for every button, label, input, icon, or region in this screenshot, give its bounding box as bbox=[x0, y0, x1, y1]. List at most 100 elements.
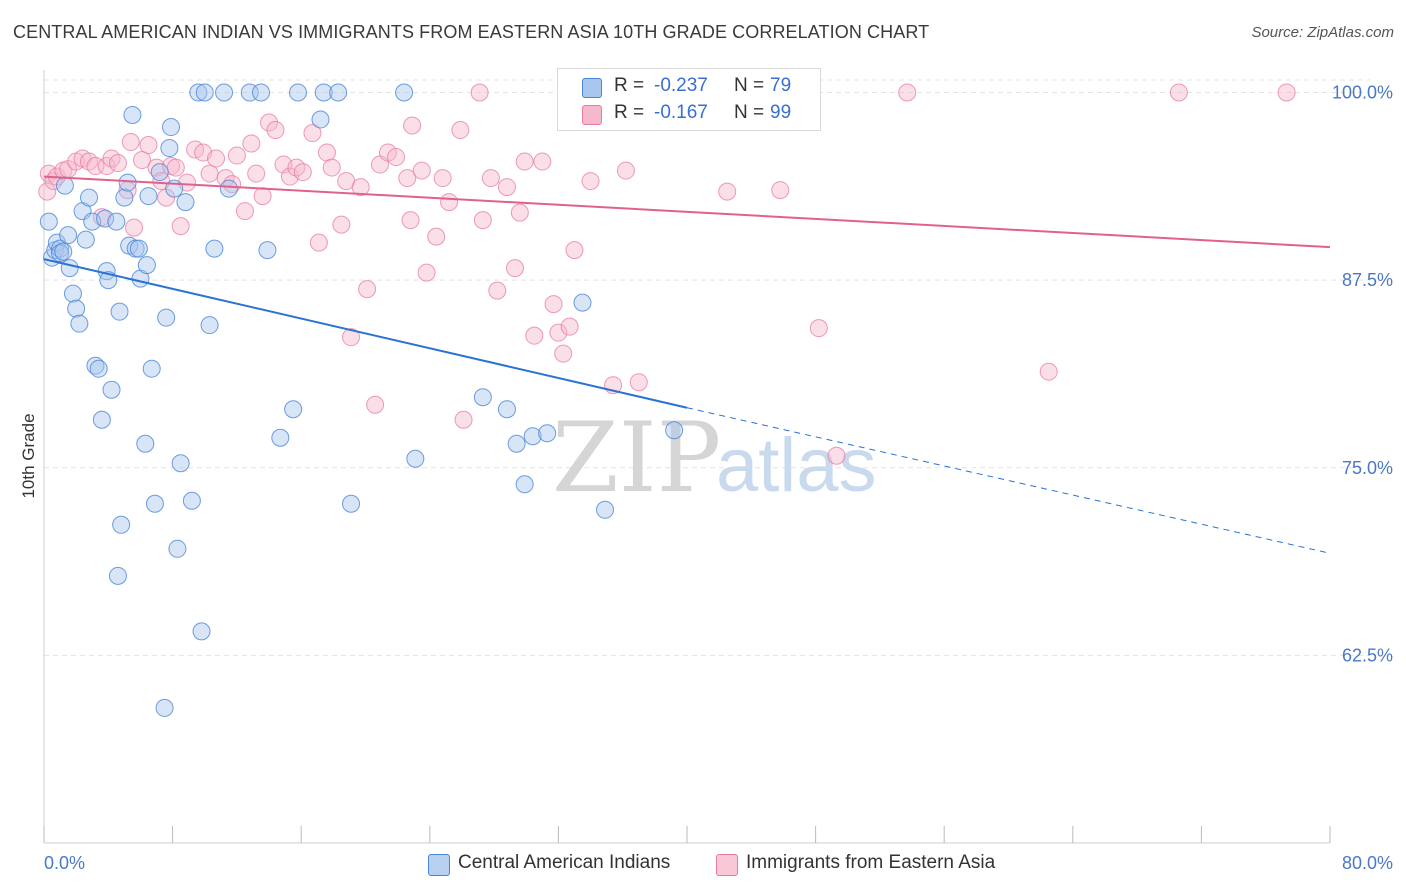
data-point-pink bbox=[809, 319, 828, 338]
y-tick-label: 75.0% bbox=[1342, 458, 1393, 478]
data-point-pink bbox=[317, 143, 336, 162]
tick-labels: 62.5% 75.0% 87.5% 100.0% 0.0% 80.0% bbox=[44, 83, 1393, 873]
data-point-blue bbox=[160, 139, 179, 158]
data-point-blue bbox=[205, 239, 224, 258]
data-point-blue bbox=[142, 359, 161, 378]
data-point-pink bbox=[260, 113, 279, 132]
data-point-blue bbox=[110, 302, 129, 321]
data-point-pink bbox=[92, 208, 111, 227]
data-point-blue bbox=[155, 698, 174, 717]
data-point-blue bbox=[342, 494, 361, 513]
data-point-pink bbox=[366, 395, 385, 414]
data-point-pink bbox=[108, 154, 127, 173]
data-point-blue bbox=[515, 475, 534, 494]
legend-n-label: N = bbox=[734, 102, 765, 123]
data-point-blue bbox=[118, 173, 137, 192]
data-point-pink bbox=[139, 136, 158, 155]
data-point-blue bbox=[123, 106, 142, 125]
data-point-blue bbox=[108, 566, 127, 585]
x-tick-label-max: 80.0% bbox=[1342, 853, 1393, 873]
data-point-pink bbox=[510, 203, 529, 222]
data-point-pink bbox=[227, 146, 246, 165]
data-point-blue bbox=[60, 259, 79, 278]
data-point-blue bbox=[168, 539, 187, 558]
data-point-blue bbox=[200, 316, 219, 335]
y-tick-label: 62.5% bbox=[1342, 645, 1393, 665]
data-point-blue bbox=[96, 209, 115, 228]
data-point-pink bbox=[718, 182, 737, 201]
data-point-blue bbox=[139, 187, 158, 206]
data-point-pink bbox=[342, 328, 361, 347]
trend-line-blue bbox=[43, 258, 688, 409]
data-point-blue bbox=[523, 427, 542, 446]
legend-n-value: 99 bbox=[770, 102, 792, 123]
data-point-pink bbox=[549, 323, 568, 342]
data-point-blue bbox=[55, 176, 74, 195]
data-point-pink bbox=[560, 317, 579, 336]
data-point-blue bbox=[80, 188, 99, 207]
legend-label: Central American Indians bbox=[458, 852, 671, 873]
data-point-pink bbox=[401, 211, 420, 230]
data-point-blue bbox=[189, 83, 208, 102]
data-point-blue bbox=[63, 284, 82, 303]
gridlines bbox=[44, 79, 1370, 656]
data-point-pink bbox=[293, 163, 312, 182]
data-point-pink bbox=[505, 259, 524, 278]
data-point-pink bbox=[481, 169, 500, 188]
data-point-blue bbox=[76, 230, 95, 249]
data-point-pink bbox=[80, 152, 99, 171]
source-label: Source: ZipAtlas.com bbox=[1251, 24, 1394, 41]
data-point-blue bbox=[258, 241, 277, 260]
chart-title: CENTRAL AMERICAN INDIAN VS IMMIGRANTS FR… bbox=[13, 22, 930, 42]
data-point-pink bbox=[235, 202, 254, 221]
data-point-blue bbox=[54, 242, 73, 261]
data-point-pink bbox=[351, 178, 370, 197]
legend-label: Immigrants from Eastern Asia bbox=[746, 852, 996, 873]
data-point-pink bbox=[898, 83, 917, 102]
data-point-pink bbox=[207, 149, 226, 168]
data-point-pink bbox=[451, 121, 470, 140]
watermark-atlas: atlas bbox=[716, 423, 877, 508]
data-point-pink bbox=[398, 169, 417, 188]
data-point-pink bbox=[242, 134, 261, 153]
data-point-pink bbox=[171, 217, 190, 236]
data-point-pink bbox=[629, 373, 648, 392]
data-point-pink bbox=[287, 158, 306, 177]
data-point-blue bbox=[67, 299, 86, 318]
data-point-blue bbox=[314, 83, 333, 102]
data-point-pink bbox=[1277, 83, 1296, 102]
data-point-blue bbox=[115, 188, 134, 207]
data-point-blue bbox=[192, 622, 211, 641]
data-point-pink bbox=[358, 280, 377, 299]
data-point-blue bbox=[39, 212, 58, 231]
legend-r-value: -0.237 bbox=[654, 75, 708, 96]
x-tick-label-min: 0.0% bbox=[44, 853, 85, 873]
watermark: ZIP atlas bbox=[552, 402, 877, 514]
data-point-blue bbox=[150, 163, 169, 182]
stats-legend: R = -0.237 N = 79 R = -0.167 N = 99 bbox=[557, 68, 821, 131]
data-point-pink bbox=[133, 151, 152, 170]
data-point-blue bbox=[182, 491, 201, 510]
legend-r-label: R = bbox=[614, 75, 645, 96]
series-central-american-indians bbox=[39, 83, 684, 717]
data-point-blue bbox=[51, 244, 70, 263]
data-point-blue bbox=[171, 454, 190, 473]
data-point-pink bbox=[125, 218, 144, 237]
data-point-blue bbox=[89, 359, 108, 378]
data-point-blue bbox=[92, 410, 111, 429]
data-point-pink bbox=[827, 446, 846, 465]
data-point-pink bbox=[616, 161, 635, 180]
legend-swatch-pink bbox=[582, 105, 602, 125]
legend-n-value: 79 bbox=[770, 75, 792, 96]
legend-swatch-blue bbox=[428, 854, 450, 876]
data-point-blue bbox=[219, 179, 238, 198]
data-point-blue bbox=[271, 428, 290, 447]
data-point-pink bbox=[525, 326, 544, 345]
data-point-blue bbox=[107, 212, 126, 231]
legend-swatch-pink bbox=[716, 854, 738, 876]
data-point-blue bbox=[161, 118, 180, 137]
data-point-blue bbox=[102, 380, 121, 399]
data-point-pink bbox=[322, 158, 341, 177]
data-point-pink bbox=[515, 152, 534, 171]
